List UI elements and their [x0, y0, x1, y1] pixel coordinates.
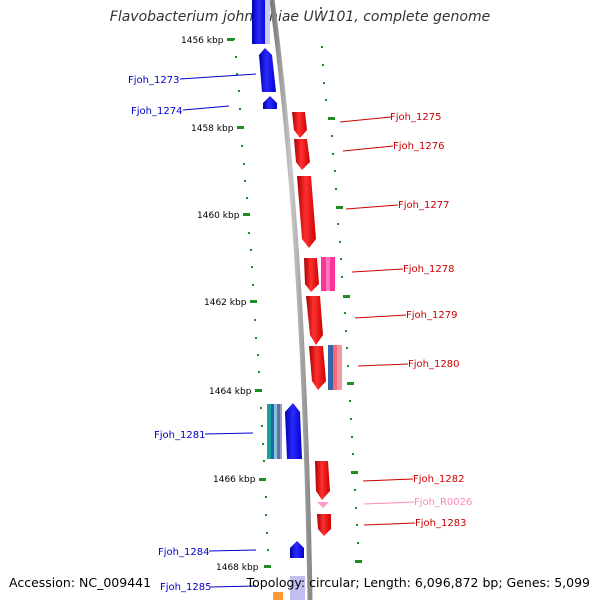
label-fjoh-r0026[interactable]: Fjoh_R0026 [414, 497, 472, 508]
outer-tick-arc [320, 7, 360, 562]
label-fjoh-1278[interactable]: Fjoh_1278 [403, 264, 454, 275]
gene-fjoh-1278b[interactable] [321, 257, 335, 291]
ruler-label-1466: 1466 kbp [213, 475, 256, 485]
gene-fjoh-1281b[interactable] [285, 403, 302, 459]
ruler-label-1468: 1468 kbp [216, 563, 259, 573]
label-fjoh-1273[interactable]: Fjoh_1273 [128, 75, 179, 86]
label-fjoh-1281[interactable]: Fjoh_1281 [154, 430, 205, 441]
ruler-ticks [227, 38, 362, 568]
gene-fjoh-1278[interactable] [304, 258, 319, 292]
label-fjoh-1283[interactable]: Fjoh_1283 [415, 518, 466, 529]
label-fjoh-1275[interactable]: Fjoh_1275 [390, 112, 441, 123]
genome-summary-text: Topology: circular; Length: 6,096,872 bp… [246, 575, 590, 590]
ruler-label-1464: 1464 kbp [209, 387, 252, 397]
gene-fjoh-1279[interactable] [306, 296, 323, 345]
gene-fjoh-1284[interactable] [290, 541, 304, 558]
gene-fjoh-1272[interactable] [252, 0, 270, 44]
map-title: Flavobacterium johnsoniae UW101, complet… [109, 9, 491, 25]
gene-fjoh-1280[interactable] [309, 346, 326, 390]
gene-fjoh-1275[interactable] [292, 112, 307, 138]
gene-fjoh-1283[interactable] [317, 514, 331, 536]
gene-fjoh-1281[interactable] [267, 404, 282, 459]
gene-fjoh-1274[interactable] [263, 96, 277, 109]
label-fjoh-1280[interactable]: Fjoh_1280 [408, 359, 459, 370]
gene-fjoh-r0026[interactable] [317, 502, 329, 508]
genome-backbone [269, 0, 313, 600]
ruler-label-1458: 1458 kbp [191, 124, 234, 134]
label-fjoh-1277[interactable]: Fjoh_1277 [398, 200, 449, 211]
label-fjoh-1282[interactable]: Fjoh_1282 [413, 474, 464, 485]
gene-fjoh-1285[interactable] [273, 576, 305, 600]
inner-tick-arc [233, 38, 269, 551]
gene-fjoh-1276[interactable] [294, 139, 310, 170]
gene-fjoh-1282[interactable] [315, 461, 330, 500]
accession-text: Accession: NC_009441 [9, 575, 152, 590]
label-leader-lines [179, 73, 416, 588]
ruler-label-1462: 1462 kbp [204, 298, 247, 308]
gene-fjoh-1277[interactable] [297, 176, 316, 248]
label-fjoh-1279[interactable]: Fjoh_1279 [406, 310, 457, 321]
gene-fjoh-1280b[interactable] [328, 345, 342, 390]
label-fjoh-1284[interactable]: Fjoh_1284 [158, 547, 209, 558]
label-fjoh-1285[interactable]: Fjoh_1285 [160, 582, 211, 593]
ruler-label-1460: 1460 kbp [197, 211, 240, 221]
gene-fjoh-1273[interactable] [259, 48, 276, 92]
label-fjoh-1276[interactable]: Fjoh_1276 [393, 141, 444, 152]
ruler-label-1456: 1456 kbp [181, 36, 224, 46]
label-fjoh-1274[interactable]: Fjoh_1274 [131, 106, 182, 117]
